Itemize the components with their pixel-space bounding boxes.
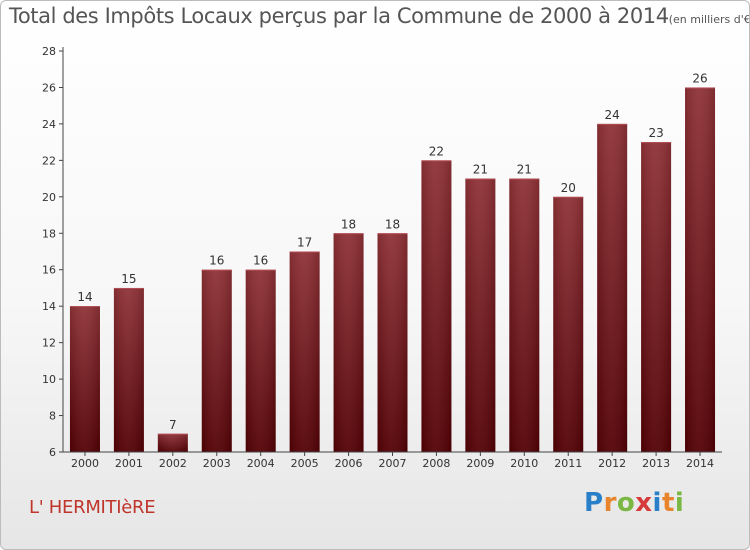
logo-letter: x (635, 488, 653, 518)
bar-shine (597, 123, 628, 452)
y-tick-label: 12 (42, 337, 56, 350)
bar-value-label: 15 (121, 272, 136, 286)
x-tick-label: 2000 (71, 457, 99, 470)
logo-letter: P (584, 488, 604, 518)
x-tick-label: 2001 (115, 457, 143, 470)
logo-letter: i (652, 488, 662, 518)
bar-value-label: 14 (77, 290, 92, 304)
bar-value-label: 21 (517, 163, 532, 177)
logo-letter: o (616, 488, 636, 518)
y-tick-label: 18 (42, 227, 56, 240)
bar-value-label: 21 (473, 163, 488, 177)
x-tick-label: 2014 (686, 457, 714, 470)
bar-shine (113, 287, 144, 452)
bar-shine (157, 433, 188, 452)
y-tick-label: 10 (42, 373, 56, 386)
logo-letter: t (661, 488, 675, 518)
bar-shine (465, 178, 496, 452)
x-tick-label: 2002 (159, 457, 187, 470)
y-tick-label: 6 (49, 446, 56, 459)
commune-name: L' HERMITIèRE (29, 497, 156, 518)
y-tick-label: 16 (42, 264, 56, 277)
chart-unit-label: (en milliers d'€) (668, 13, 750, 26)
bar-shine (333, 233, 364, 452)
y-tick-label: 8 (49, 410, 56, 423)
proxiti-logo[interactable]: Proxiti (584, 488, 684, 518)
y-tick-label: 28 (42, 45, 56, 58)
logo-letter: r (603, 488, 617, 518)
x-tick-label: 2006 (335, 457, 363, 470)
x-tick-label: 2008 (422, 457, 450, 470)
bar-shine (289, 251, 320, 452)
bar-shine (421, 160, 452, 452)
bar-value-label: 22 (429, 144, 444, 158)
bar-value-label: 23 (648, 126, 663, 140)
bar-value-label: 24 (605, 108, 620, 122)
y-tick-label: 26 (42, 81, 56, 94)
logo-letter: i (674, 488, 685, 518)
bar-value-label: 20 (561, 181, 576, 195)
bar-value-label: 26 (692, 71, 707, 85)
bar-value-label: 16 (253, 254, 268, 268)
x-tick-label: 2007 (379, 457, 407, 470)
x-tick-label: 2004 (247, 457, 275, 470)
bar-shine (553, 196, 584, 452)
x-tick-label: 2005 (291, 457, 319, 470)
bar-shine (245, 269, 276, 452)
y-tick-label: 14 (42, 300, 56, 313)
bar-shine (201, 269, 232, 452)
bar-shine (509, 178, 540, 452)
chart-title: Total des Impôts Locaux perçus par la Co… (9, 4, 750, 28)
x-tick-label: 2013 (642, 457, 670, 470)
bar-value-label: 16 (209, 254, 224, 268)
x-tick-label: 2009 (466, 457, 494, 470)
bar-value-label: 18 (385, 217, 400, 231)
x-tick-label: 2012 (598, 457, 626, 470)
bar-shine (69, 306, 100, 452)
x-tick-label: 2011 (554, 457, 582, 470)
x-tick-label: 2003 (203, 457, 231, 470)
bar-value-label: 18 (341, 217, 356, 231)
y-tick-label: 20 (42, 191, 56, 204)
chart-title-text: Total des Impôts Locaux perçus par la Co… (9, 4, 669, 28)
y-tick-label: 24 (42, 118, 56, 131)
bar-value-label: 17 (297, 236, 312, 250)
x-tick-label: 2010 (510, 457, 538, 470)
bar-shine (641, 142, 672, 453)
bar-shine (685, 87, 716, 453)
bar-shine (377, 233, 408, 452)
bar-value-label: 7 (169, 418, 177, 432)
y-tick-label: 22 (42, 154, 56, 167)
